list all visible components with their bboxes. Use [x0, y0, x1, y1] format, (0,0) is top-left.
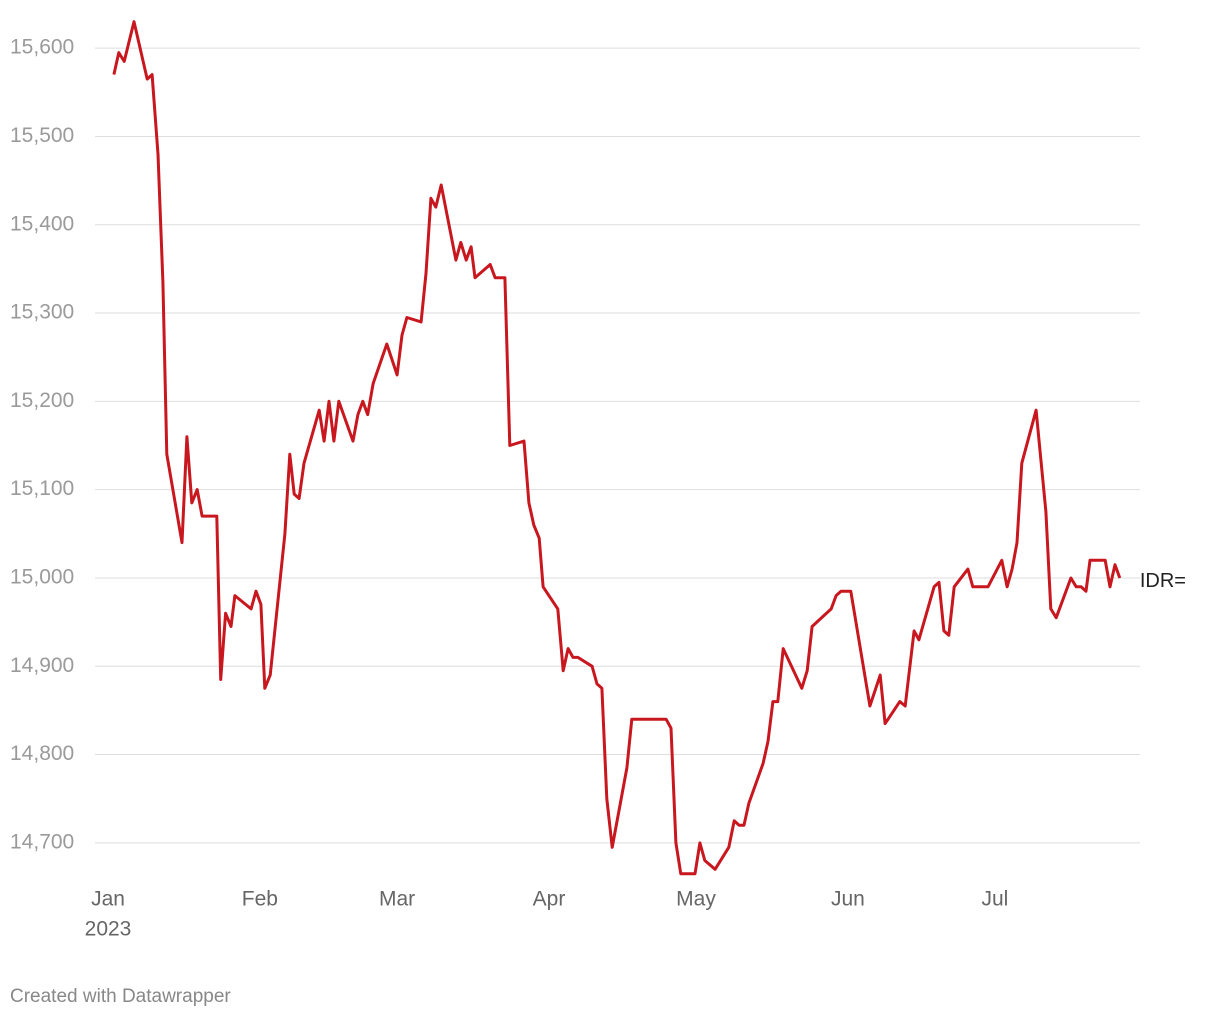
y-tick-label: 15,200 [10, 389, 74, 412]
line-series [112, 20, 1122, 876]
x-tick-label: Feb [242, 888, 278, 911]
x-tick-label: Mar [379, 888, 415, 911]
y-tick-label: 15,100 [10, 477, 74, 500]
y-tick-label: 15,400 [10, 212, 74, 235]
x-year-label: 2023 [85, 918, 132, 941]
y-tick-label: 15,500 [10, 124, 74, 147]
y-tick-label: 14,800 [10, 742, 74, 765]
x-tick-label: Jul [981, 888, 1008, 911]
x-tick-label: Apr [533, 888, 566, 911]
x-tick-label: May [676, 888, 716, 911]
y-tick-label: 14,900 [10, 654, 74, 677]
footer: Created with Datawrapper [10, 986, 231, 1007]
x-tick-label: Jun [831, 888, 865, 911]
series-label: IDR= [1140, 570, 1186, 592]
y-tick-label: 14,700 [10, 830, 74, 853]
y-tick-label: 15,600 [10, 36, 74, 59]
y-tick-label: 15,300 [10, 301, 74, 324]
x-tick-label: Jan [91, 888, 125, 911]
y-tick-label: 15,000 [10, 565, 74, 588]
